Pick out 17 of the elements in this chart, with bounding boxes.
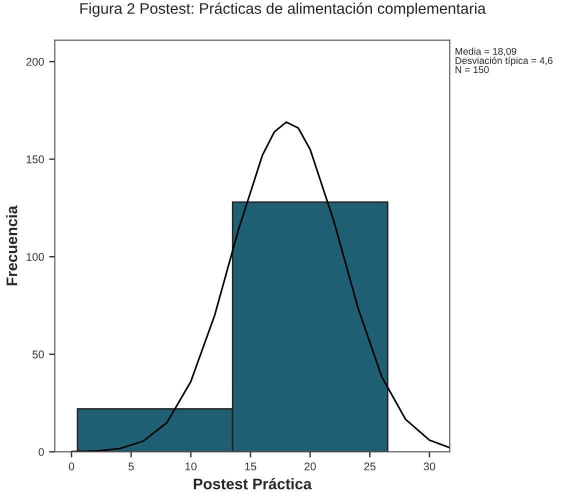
x-tick-label: 15 <box>245 462 256 470</box>
x-tick-label: 30 <box>424 462 436 470</box>
x-tick-label: 20 <box>304 462 316 470</box>
y-tick-label: 200 <box>26 58 44 66</box>
x-tick-label: 10 <box>185 462 197 470</box>
y-tick-label: 100 <box>26 252 44 261</box>
y-tick-label: 150 <box>26 155 44 164</box>
line-series <box>70 121 450 452</box>
text: Media = 18,09 Desviación típica = 4,6 N = 150 <box>456 48 552 74</box>
x-axis-title: Postest Práctica <box>194 478 312 490</box>
y-tick-label: 0 <box>38 448 44 456</box>
chart-title: Figura 2 Postest: Prácticas de alimentación complementaria <box>80 2 486 17</box>
y-tick-label: 50 <box>32 350 44 358</box>
x-tick-label: 0 <box>68 462 74 470</box>
x-tick-label: 25 <box>364 462 376 470</box>
x-tick-label: 5 <box>128 462 134 470</box>
y-axis-title: Frecuencia <box>6 206 18 286</box>
